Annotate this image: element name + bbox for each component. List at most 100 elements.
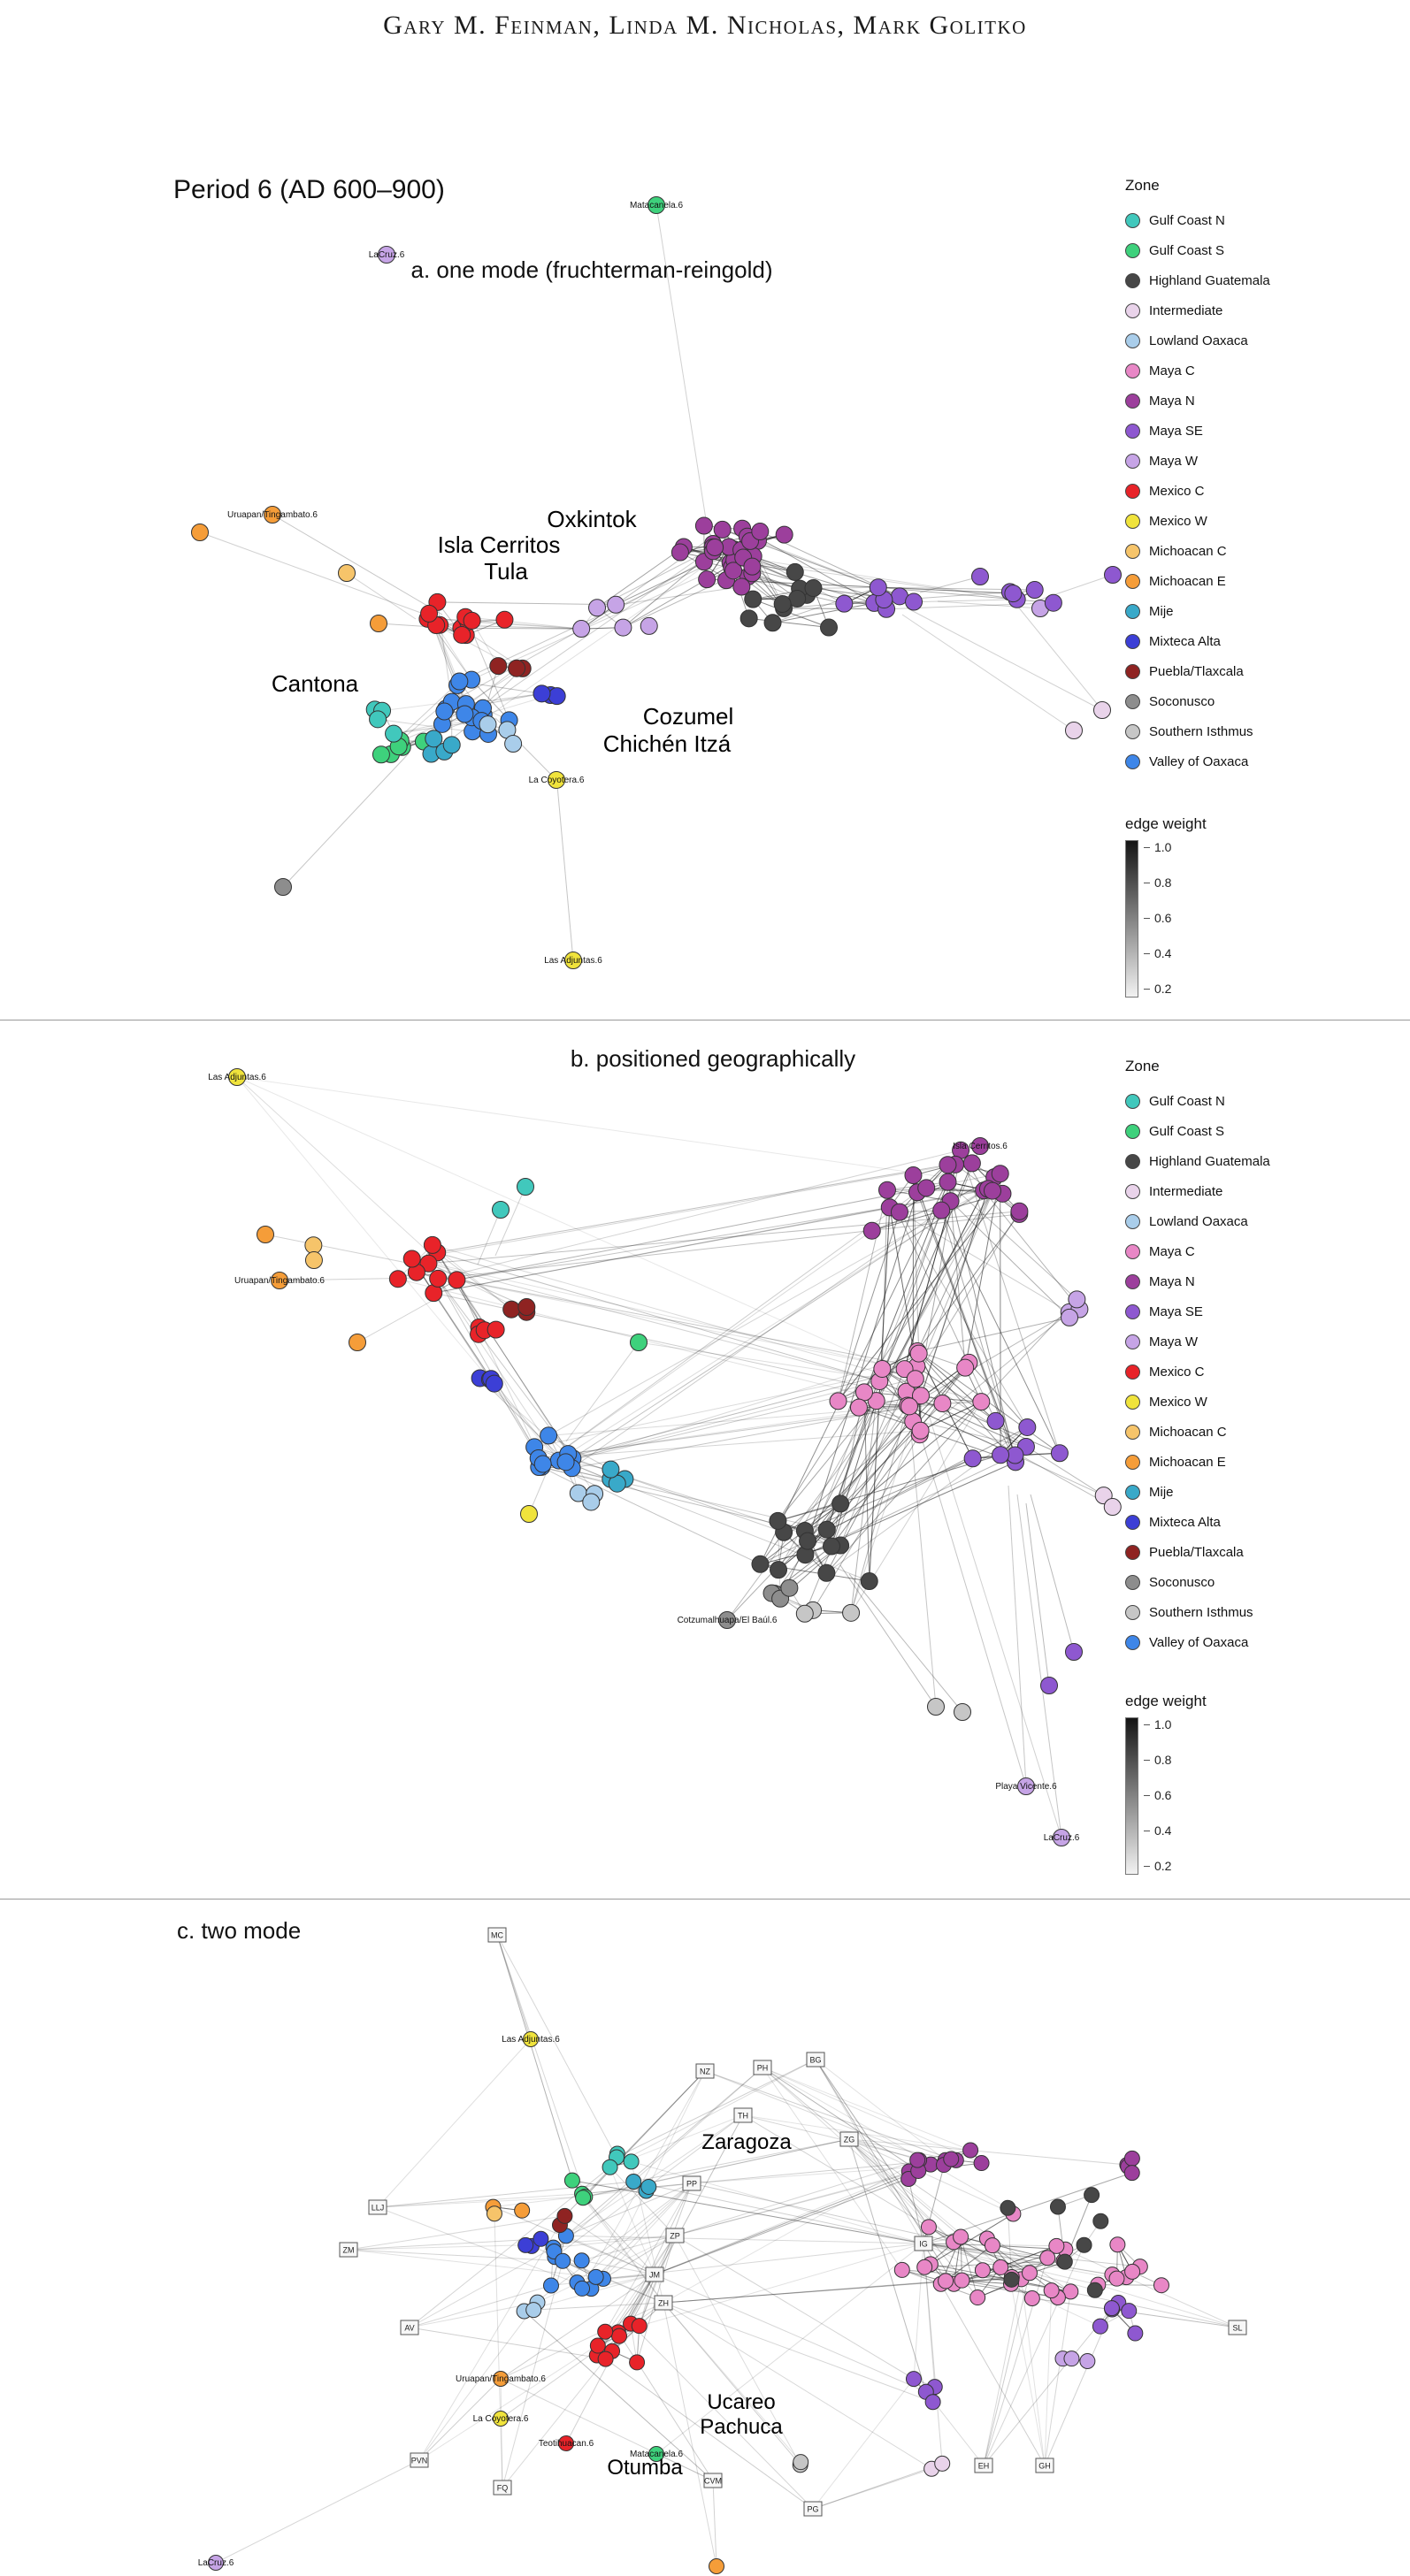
- source-square: [654, 2295, 673, 2311]
- network-node: [743, 557, 762, 576]
- source-square-code: ZP: [670, 2232, 680, 2241]
- zone-legend-item: Mexico C: [1125, 476, 1399, 506]
- network-node: [520, 1505, 538, 1523]
- network-node: [744, 590, 762, 608]
- panel-c-title: c. two mode: [177, 1917, 302, 1944]
- network-node: [1084, 2187, 1100, 2204]
- zone-label: Maya C: [1149, 1243, 1195, 1259]
- network-node: [1010, 1202, 1029, 1220]
- network-node: [1000, 2199, 1016, 2216]
- network-node: [992, 1446, 1010, 1464]
- network-node: [817, 1520, 836, 1539]
- zone-color-swatch: [1125, 1604, 1140, 1620]
- edge-weight-gradient: [1125, 1717, 1138, 1875]
- network-node: [495, 610, 514, 629]
- source-square: [1035, 2458, 1054, 2473]
- network-node: [962, 1154, 981, 1173]
- site-annotation: Otumba: [607, 2456, 683, 2480]
- node-label: Uruapan/Tingambato.6: [234, 1276, 325, 1286]
- edge-weight-tick: 0.8: [1144, 875, 1171, 890]
- network-node: [822, 1537, 840, 1556]
- zone-legend-item: Southern Isthmus: [1125, 716, 1399, 746]
- source-square-code: AV: [404, 2324, 414, 2333]
- network-node: [804, 579, 823, 598]
- site-annotation: Tula: [484, 558, 528, 585]
- source-square: [733, 2107, 753, 2123]
- network-node: [555, 2252, 571, 2269]
- zone-legend-item: Mije: [1125, 596, 1399, 626]
- running-header-authors: Gary M. Feinman, Linda M. Nicholas, Mark…: [383, 11, 1027, 40]
- zone-color-swatch: [1125, 1454, 1140, 1470]
- network-node: [1049, 2198, 1066, 2215]
- network-node: [587, 2268, 604, 2285]
- network-node: [564, 952, 582, 969]
- zone-label: Mixteca Alta: [1149, 1514, 1221, 1530]
- network-node: [842, 1603, 861, 1622]
- network-node: [974, 2262, 991, 2279]
- site-annotation: Ucareo: [707, 2390, 775, 2414]
- network-node: [1023, 2289, 1040, 2306]
- source-square: [339, 2242, 358, 2258]
- network-node: [854, 1383, 873, 1402]
- network-node: [920, 2219, 937, 2236]
- zone-label: Puebla/Tlaxcala: [1149, 1544, 1244, 1560]
- node-label: LaCruz.6: [369, 250, 405, 260]
- network-node: [867, 1392, 885, 1410]
- zone-color-swatch: [1125, 483, 1140, 499]
- network-node: [924, 2394, 941, 2411]
- zone-color-swatch: [1125, 453, 1140, 469]
- zone-color-swatch: [1125, 393, 1140, 409]
- zone-color-swatch: [1125, 723, 1140, 739]
- network-node: [517, 1298, 536, 1317]
- network-node: [453, 625, 471, 644]
- zone-label: Puebla/Tlaxcala: [1149, 663, 1244, 679]
- figure-title-period: Period 6 (AD 600–900): [173, 175, 445, 204]
- zone-legend-item: Maya C: [1125, 1236, 1399, 1266]
- network-node: [1018, 1418, 1037, 1436]
- node-label: Teotihuacan.6: [539, 2439, 594, 2449]
- edge-weight-tick: 0.8: [1144, 1753, 1171, 1767]
- zone-label: Mije: [1149, 1484, 1174, 1500]
- zone-legend-item: Gulf Coast S: [1125, 1116, 1399, 1146]
- network-node: [773, 595, 792, 614]
- zone-color-swatch: [1125, 1273, 1140, 1289]
- network-node: [849, 1398, 868, 1417]
- zone-legend-item: Maya SE: [1125, 1296, 1399, 1326]
- zone-legend-item: Soconusco: [1125, 1567, 1399, 1597]
- zone-label: Mexico C: [1149, 1364, 1205, 1380]
- zone-color-swatch: [1125, 633, 1140, 649]
- zone-legend-title: Zone: [1125, 177, 1160, 194]
- site-annotation: Cozumel: [643, 703, 734, 730]
- edge-weight-tick: 0.6: [1144, 911, 1171, 925]
- zone-legend-item: Mixteca Alta: [1125, 626, 1399, 656]
- source-square: [645, 2266, 664, 2282]
- network-node: [1003, 2271, 1020, 2288]
- node-label: Cotzumalhuapa/El Baúl.6: [678, 1616, 778, 1625]
- zone-legend-item: Southern Isthmus: [1125, 1597, 1399, 1627]
- network-node: [629, 2354, 646, 2371]
- node-label: Uruapan/Tingambato.6: [456, 2374, 546, 2384]
- zone-color-swatch: [1125, 573, 1140, 589]
- network-node: [525, 2302, 542, 2319]
- network-node: [191, 524, 209, 541]
- source-square-code: MC: [491, 1931, 503, 1940]
- network-node: [909, 1344, 928, 1363]
- network-node: [558, 2435, 574, 2451]
- network-node: [257, 1226, 274, 1243]
- network-node: [1025, 581, 1044, 600]
- network-node: [706, 538, 724, 556]
- network-node: [338, 564, 356, 582]
- zone-legend-item: Maya N: [1125, 386, 1399, 416]
- zone-legend-item: Maya W: [1125, 1326, 1399, 1357]
- source-square: [695, 2063, 715, 2079]
- site-annotation: Zaragoza: [701, 2130, 792, 2154]
- network-node: [900, 1397, 918, 1416]
- network-node: [770, 1561, 788, 1579]
- network-node: [540, 1426, 558, 1445]
- network-node: [1109, 2236, 1126, 2253]
- network-node: [640, 2178, 657, 2195]
- network-node: [911, 1387, 930, 1405]
- network-node: [799, 1532, 817, 1550]
- zone-legend-item: Soconusco: [1125, 686, 1399, 716]
- zone-legend-item: Gulf Coast S: [1125, 235, 1399, 265]
